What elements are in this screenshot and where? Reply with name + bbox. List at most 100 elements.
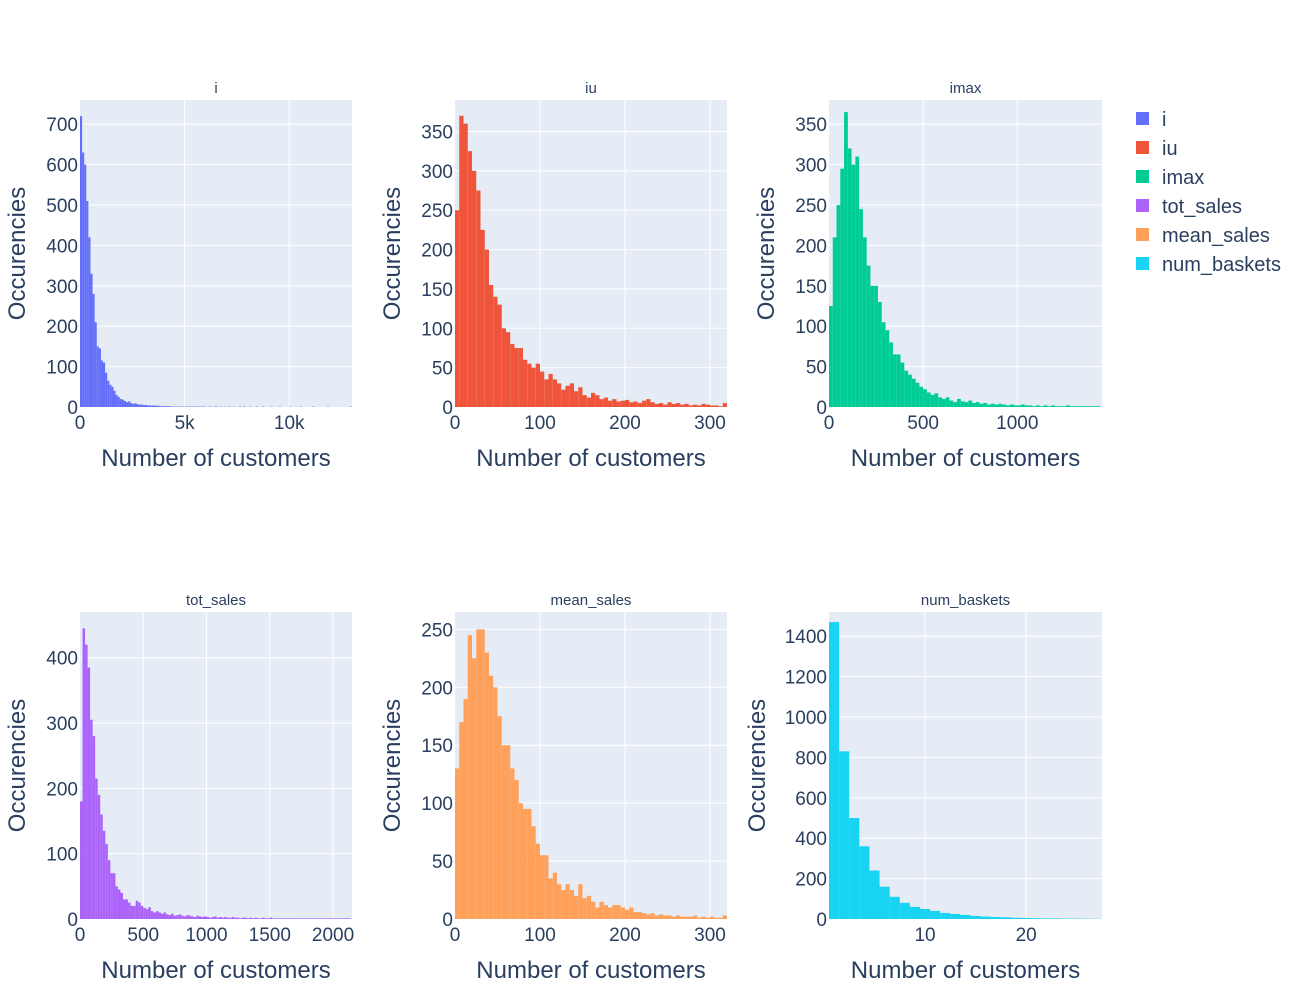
histogram-bar: [151, 405, 154, 407]
histogram-bar: [718, 917, 723, 919]
y-axis-title: Occurencies: [379, 187, 406, 320]
subplot-title: mean_sales: [551, 592, 632, 609]
histogram-bar: [171, 913, 174, 919]
y-tick-label: 1400: [785, 627, 827, 648]
histogram-bar: [926, 392, 931, 407]
histogram-bar: [625, 909, 630, 919]
histogram-bar: [100, 814, 103, 919]
histogram-bar: [663, 915, 668, 919]
histogram-bar: [130, 905, 134, 919]
histogram-bar: [663, 404, 668, 407]
y-tick-label: 200: [46, 779, 78, 800]
histogram-bar: [688, 916, 693, 919]
x-axis-title: Number of customers: [851, 445, 1080, 472]
histogram-bar: [548, 373, 553, 407]
histogram-bar: [85, 644, 88, 919]
histogram-bar: [710, 405, 715, 407]
histogram-bar: [586, 397, 591, 407]
histogram-bar: [718, 406, 723, 407]
y-tick-label: 1200: [785, 668, 827, 689]
histogram-bar: [714, 405, 719, 407]
histogram-bar: [117, 889, 121, 919]
histogram-bar: [117, 396, 120, 407]
histogram-bar: [680, 404, 685, 407]
bars-mean-sales: [455, 629, 727, 919]
subplot-num-baskets: 0 200 400 600 800 1000 1200 1400 10 20 num_baskets…: [744, 592, 1102, 984]
y-tick-label: 0: [442, 398, 453, 419]
histogram-bar: [107, 860, 111, 919]
bars-imax: [829, 112, 1101, 408]
histogram-bar: [113, 390, 116, 407]
histogram-bar: [155, 911, 159, 919]
histogram-bar: [153, 912, 156, 919]
bars-num-baskets: [829, 622, 1102, 919]
histogram-bar: [183, 916, 187, 919]
histogram-bar: [480, 629, 485, 919]
legend-item-num-baskets[interactable]: num_baskets: [1136, 254, 1281, 276]
y-tick-label: 400: [46, 236, 78, 257]
histogram-bar: [161, 406, 164, 407]
histogram-bar: [527, 808, 532, 919]
histogram-bar: [128, 401, 131, 407]
histogram-bar: [510, 768, 515, 919]
legend-item-imax[interactable]: imax: [1136, 167, 1204, 189]
legend-item-mean-sales[interactable]: mean_sales: [1136, 225, 1270, 247]
histogram-bar: [216, 917, 220, 919]
histogram-bar: [348, 918, 351, 919]
histogram-bar: [527, 363, 532, 407]
histogram-bar: [284, 918, 288, 919]
legend-item-iu[interactable]: iu: [1136, 138, 1178, 160]
histogram-bar: [148, 907, 151, 919]
histogram-bar: [582, 898, 587, 919]
histogram-bar: [518, 347, 523, 407]
histogram-bar: [523, 808, 528, 919]
histogram-bar: [163, 912, 167, 919]
histogram-bar: [904, 370, 909, 407]
histogram-bar: [98, 348, 101, 407]
histogram-bar: [972, 402, 976, 407]
x-tick-label: 0: [824, 413, 835, 434]
legend-swatch: [1136, 228, 1149, 241]
histogram-bar: [612, 399, 617, 407]
histogram-bar: [1047, 406, 1052, 407]
histogram-bar: [150, 911, 154, 919]
histogram-bar: [603, 905, 608, 919]
y-tick-label: 350: [421, 122, 453, 143]
histogram-bar: [459, 722, 464, 919]
histogram-bar: [264, 918, 268, 919]
x-tick-label: 0: [75, 925, 86, 946]
histogram-bar: [1088, 406, 1093, 407]
histogram-bar: [92, 293, 95, 407]
histogram-bar: [693, 404, 698, 407]
histogram-bar: [968, 400, 973, 407]
legend-label: iu: [1162, 138, 1178, 160]
y-tick-label: 50: [806, 358, 827, 379]
histogram-bar: [659, 403, 664, 407]
histogram-bar: [531, 826, 536, 919]
legend-item-tot-sales[interactable]: tot_sales: [1136, 196, 1242, 218]
histogram-bar: [676, 915, 681, 919]
histogram-bar: [1066, 405, 1070, 407]
histogram-bar: [859, 209, 863, 407]
histogram-bar: [633, 912, 638, 919]
histogram-bar: [90, 719, 93, 919]
histogram-bar: [603, 397, 608, 407]
subplot-mean-sales: 0 50 100 150 200 250 0 100 200 300 mean_sales Numbe…: [379, 592, 727, 984]
legend[interactable]: i iu imax tot_sales mean_sales num_baskets: [1136, 109, 1281, 276]
y-axis-title: Occurencies: [753, 187, 780, 320]
histogram-bar: [680, 916, 685, 919]
histogram-bar: [343, 918, 346, 919]
histogram-bar: [463, 698, 468, 919]
histogram-bar: [211, 917, 215, 919]
histogram-bar: [646, 914, 651, 919]
histogram-bar: [143, 907, 146, 919]
legend-item-i[interactable]: i: [1136, 109, 1166, 131]
histogram-bar: [569, 890, 574, 919]
histogram-bar: [123, 400, 127, 407]
histogram-bar: [1054, 406, 1059, 407]
histogram-bar: [629, 907, 634, 919]
histogram-bar: [930, 910, 941, 919]
histogram-bar: [467, 635, 472, 919]
histogram-bar: [259, 918, 263, 919]
histogram-bar: [168, 915, 172, 919]
